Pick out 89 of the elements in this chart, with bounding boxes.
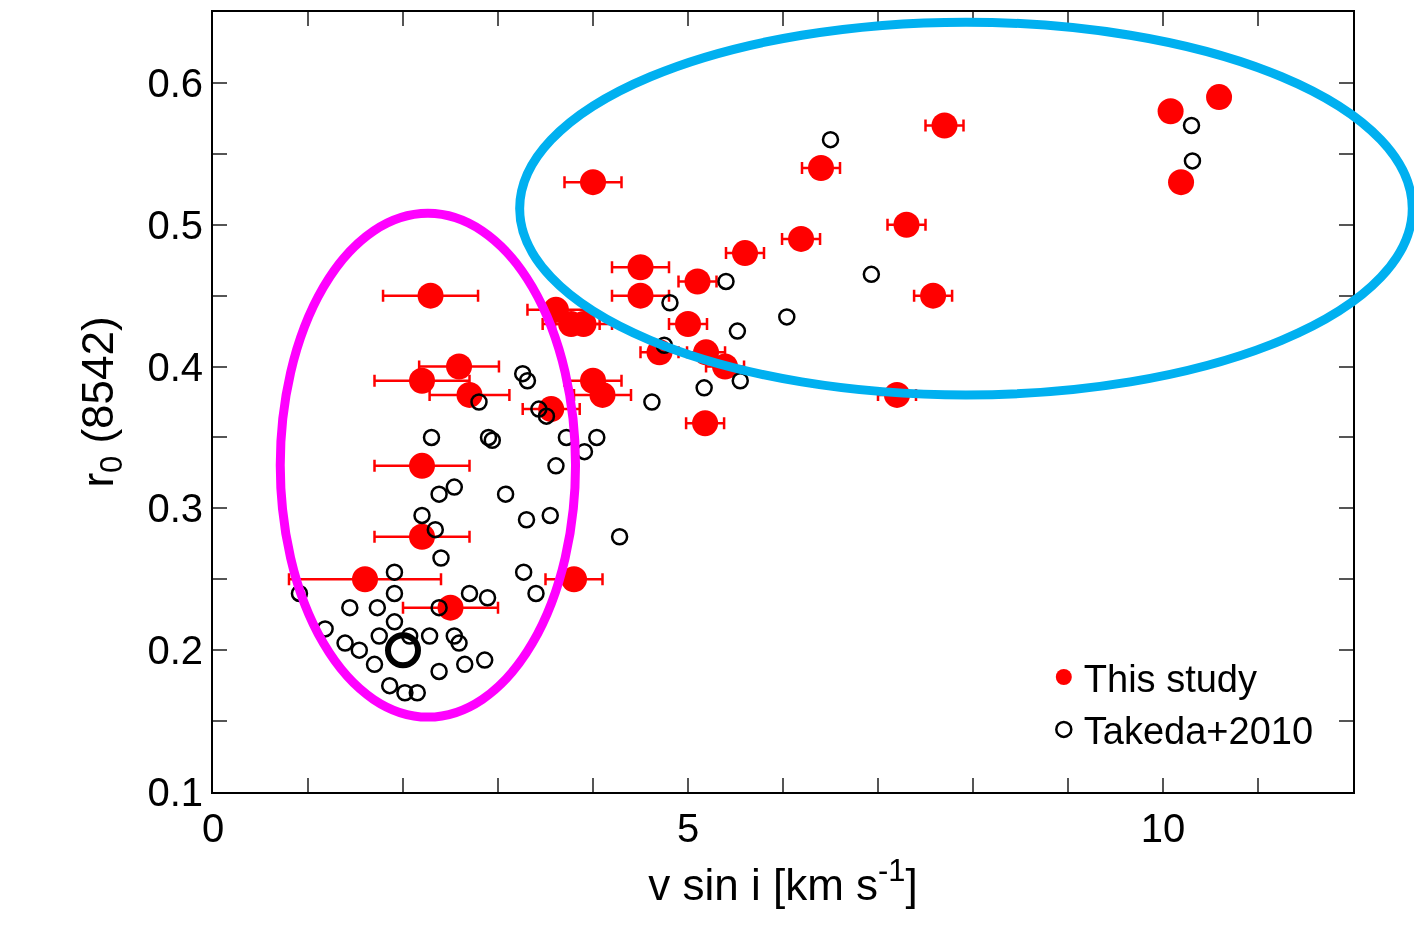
legend-label: Takeda+2010 [1083,710,1314,753]
y-tick-label: 0.4 [147,344,203,389]
point [643,393,661,411]
point [413,506,431,525]
point [426,520,445,539]
point [513,364,532,383]
point [478,588,497,607]
point [385,632,421,669]
point [396,683,414,702]
point [821,130,840,149]
y-tick-label: 0.1 [147,770,203,814]
point [365,655,384,674]
y-tick-label: 0.2 [147,628,203,673]
point [479,428,498,447]
point [692,410,719,437]
point [547,457,565,475]
point [1168,169,1195,196]
y-tick-label: 0.6 [147,60,203,105]
point [445,627,464,645]
point [475,651,494,669]
point [370,627,388,645]
point [456,381,483,408]
point [527,584,545,603]
point [430,662,448,681]
point [732,240,758,267]
point [695,379,713,397]
point [580,169,606,196]
point [400,627,419,645]
point [920,282,947,309]
point [589,381,616,408]
point [417,282,444,309]
point [420,627,439,645]
point [931,112,958,139]
legend-label: This study [1083,657,1257,700]
point [385,563,404,581]
point [445,478,464,496]
point [496,485,515,503]
point [661,293,679,312]
x-axis-title: v sin i [km s$^{-1}$] [648,853,918,909]
x-tick-label: 0 [201,806,225,850]
point [862,265,881,284]
point [1183,152,1202,170]
point [788,225,815,252]
point [684,268,711,295]
y-tick-label: 0.5 [147,202,203,247]
point [1206,84,1233,111]
point [350,641,369,659]
point [778,308,796,326]
point [456,655,474,674]
point [808,155,834,181]
point [518,371,537,390]
point [728,322,747,340]
point [422,428,441,447]
point [336,634,354,652]
point [450,634,468,652]
point [460,584,479,603]
point [1182,116,1201,135]
point [588,428,606,447]
point [530,400,548,418]
point [409,367,435,394]
point [385,613,404,631]
point [380,676,399,695]
point [430,598,448,617]
point [446,353,473,380]
point [408,683,426,702]
point [470,393,488,411]
point [368,598,387,617]
x-tick-label: 5 [676,806,700,850]
point [610,527,629,546]
point [717,272,735,291]
point [385,584,404,603]
point [1157,98,1184,125]
point [893,211,920,238]
point [627,282,654,309]
point [352,566,378,593]
point [409,523,435,550]
point [517,510,536,529]
point [514,563,533,581]
point [409,452,435,479]
x-tick-label: 10 [1140,806,1186,850]
point [341,598,359,617]
point [561,566,587,593]
point [675,311,701,337]
point [430,485,448,503]
point [541,506,559,525]
point [483,431,502,450]
y-tick-label: 0.3 [147,486,203,531]
point [432,549,450,567]
point [627,254,654,281]
